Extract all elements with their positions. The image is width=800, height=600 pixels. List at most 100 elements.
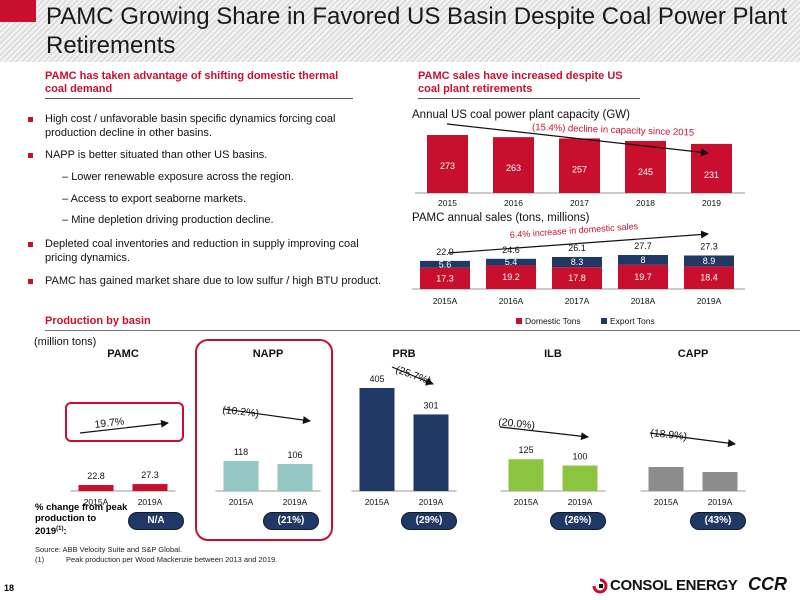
capacity-tick-label: 2015 [438, 198, 457, 208]
basin-tick-label: 2015A [365, 497, 390, 507]
pct-change-label: % change from peak production to 2019(1)… [35, 502, 128, 538]
bullet-3: Depleted coal inventories and reduction … [45, 238, 359, 264]
subbullet-1: – Lower renewable exposure across the re… [62, 171, 294, 183]
basin-tick-label: 2019A [138, 497, 163, 507]
sales-domestic-bar [618, 264, 668, 289]
capacity-bar [493, 137, 534, 193]
sales-domestic-label: 17.3 [436, 273, 454, 283]
source-note: Source: ABB Velocity Suite and S&P Globa… [35, 545, 183, 554]
footnote-text: Peak production per Wood Mackenzie betwe… [66, 555, 278, 564]
sales-domestic-bar [684, 266, 734, 289]
basin-value-label: 118 [234, 447, 248, 457]
basin-change-label: (20.0%) [498, 416, 536, 432]
basin-name: PRB [392, 348, 415, 360]
subbullet-1-text: Lower renewable exposure across the regi… [71, 171, 294, 183]
basin-value-label: 125 [518, 445, 533, 455]
sales-domestic-label: 17.8 [568, 273, 586, 283]
basin-bar [132, 484, 168, 491]
basin-value-label: 301 [423, 400, 438, 410]
sales-chart-title: PAMC annual sales (tons, millions) [412, 212, 590, 224]
subbullet-3: – Mine depletion driving production decl… [62, 214, 274, 226]
subbullet-2: – Access to export seaborne markets. [62, 193, 247, 205]
sales-export-label: 8.9 [703, 256, 716, 266]
bullet-marker [28, 279, 33, 284]
sales-export-bar [684, 255, 734, 267]
basin-tick-label: 2019A [283, 497, 308, 507]
basin-name: CAPP [678, 348, 709, 360]
basin-tick-label: 2015A [229, 497, 254, 507]
sales-export-bar [486, 258, 536, 266]
capacity-tick-label: 2019 [702, 198, 721, 208]
subbullet-3-text: Mine depletion driving production declin… [71, 214, 274, 226]
basin-tick-label: 2019A [419, 497, 444, 507]
footnote-number: (1) [35, 555, 45, 564]
sales-total-label: 27.7 [634, 241, 652, 251]
legend-domestic-label: Domestic Tons [525, 316, 581, 326]
basin-tick-label: 2019A [708, 497, 733, 507]
basin-value-label: 22.8 [87, 471, 105, 481]
sales-export-label: 8.3 [571, 257, 584, 267]
sales-total-label: 27.3 [700, 241, 718, 251]
capacity-value-label: 257 [572, 164, 587, 174]
pct-pill-napp: (21%) [263, 512, 319, 530]
basin-change-label: 19.7% [94, 415, 125, 431]
basin-bar [78, 485, 114, 491]
capacity-tick-label: 2018 [636, 198, 655, 208]
consol-logo-icon [592, 578, 608, 594]
sales-export-bar [420, 260, 470, 268]
sales-tick-label: 2019A [697, 296, 722, 306]
legend-domestic-swatch [516, 318, 522, 324]
pamc-growth-box [65, 402, 184, 442]
capacity-value-label: 273 [440, 161, 455, 171]
basin-tick-label: 2015A [84, 497, 109, 507]
sales-export-bar [618, 255, 668, 265]
basin-value-label: 106 [287, 450, 302, 460]
legend-export-label: Export Tons [610, 316, 655, 326]
basin-name: ILB [544, 348, 562, 360]
capacity-tick-label: 2016 [504, 198, 523, 208]
basin-change-label: (10.2%) [222, 404, 260, 420]
capacity-chart-title: Annual US coal power plant capacity (GW) [412, 109, 630, 121]
production-heading: Production by basin [45, 315, 800, 331]
sales-export-label: 8 [640, 255, 645, 265]
capacity-bar [559, 138, 600, 193]
capacity-value-label: 231 [704, 170, 719, 180]
right-heading: PAMC sales have increased despite US coa… [418, 70, 640, 99]
capacity-chart: Annual US coal power plant capacity (GW)… [412, 109, 745, 208]
subbullet-2-text: Access to export seaborne markets. [70, 193, 247, 205]
basin-bar [562, 465, 598, 491]
basin-value-label: 27.3 [141, 470, 159, 480]
pct-pill-prb: (29%) [401, 512, 457, 530]
bullet-marker [28, 242, 33, 247]
pct-change-text: % change from peak production to 2019 [35, 502, 128, 538]
sales-domestic-label: 19.2 [502, 272, 520, 282]
sales-domestic-label: 19.7 [634, 272, 652, 282]
unit-label: (million tons) [34, 336, 97, 348]
pct-pill-capp: (43%) [690, 512, 746, 530]
header-accent [0, 0, 36, 22]
basin-bar [277, 464, 313, 491]
basin-bar [648, 467, 684, 491]
napp-highlight-box [195, 339, 333, 541]
bullet-marker [28, 117, 33, 122]
basin-name: NAPP [253, 348, 284, 360]
sales-domestic-label: 18.4 [700, 273, 718, 283]
capacity-bar [625, 140, 666, 193]
capacity-trend-arrow [446, 123, 709, 157]
sales-tick-label: 2015A [433, 296, 458, 306]
bullet-2: NAPP is better situated than other US ba… [45, 149, 268, 161]
basin-bar [413, 414, 449, 491]
basin-tick-label: 2015A [654, 497, 679, 507]
bullet-4: PAMC has gained market share due to low … [45, 275, 382, 287]
basin-change-arrow [391, 366, 434, 386]
sales-tick-label: 2017A [565, 296, 590, 306]
basin-value-label: 405 [369, 374, 384, 384]
basin-tick-label: 2015A [514, 497, 539, 507]
sales-domestic-bar [486, 265, 536, 289]
basin-change-arrow [223, 408, 311, 424]
sales-export-bar [552, 256, 602, 268]
page-number: 18 [4, 583, 15, 593]
sales-trend-arrow [447, 230, 709, 254]
basin-bar [359, 388, 395, 491]
